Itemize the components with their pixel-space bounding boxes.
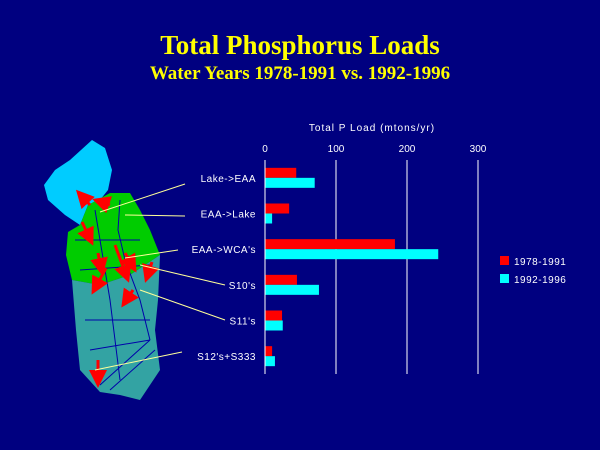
page-title: Total Phosphorus Loads	[160, 30, 440, 60]
bar	[265, 346, 273, 357]
x-tick-label: 300	[470, 144, 487, 155]
x-tick-label: 100	[328, 144, 345, 155]
bar	[265, 320, 283, 331]
bar	[265, 356, 275, 367]
category-label: EAA->Lake	[201, 210, 256, 221]
bar	[265, 249, 439, 260]
legend-swatch	[500, 256, 509, 265]
legend: 1978-1991 1992-1996	[500, 256, 566, 286]
page-subtitle: Water Years 1978-1991 vs. 1992-1996	[149, 63, 451, 84]
chart-axis-title: Total P Load (mtons/yr)	[309, 123, 435, 134]
bar	[265, 310, 283, 321]
x-tick-label: 200	[399, 144, 416, 155]
bar	[265, 213, 273, 224]
legend-label: 1978-1991	[514, 257, 566, 268]
bar	[265, 167, 297, 178]
bar	[265, 239, 395, 250]
category-label: EAA->WCA's	[192, 245, 256, 256]
lake-region	[44, 140, 112, 225]
category-label: Lake->EAA	[201, 174, 256, 185]
category-labels: Lake->EAA EAA->Lake EAA->WCA's S10's S11's S1…	[192, 174, 256, 363]
category-label: S11's	[230, 317, 256, 328]
bar	[265, 203, 290, 214]
gridlines	[335, 160, 479, 374]
x-tick-label: 0	[262, 144, 268, 155]
legend-label: 1992-1996	[514, 275, 566, 286]
category-label: S10's	[229, 281, 256, 292]
category-label: S12's+S333	[197, 352, 256, 363]
bar	[265, 284, 319, 295]
x-tick-labels: 0 100 200 300	[262, 144, 487, 155]
bar	[265, 177, 315, 188]
bars	[265, 167, 439, 367]
leader-lines	[94, 183, 226, 371]
legend-swatch	[500, 274, 509, 283]
flow-arrows	[75, 189, 160, 388]
bar	[265, 274, 297, 285]
